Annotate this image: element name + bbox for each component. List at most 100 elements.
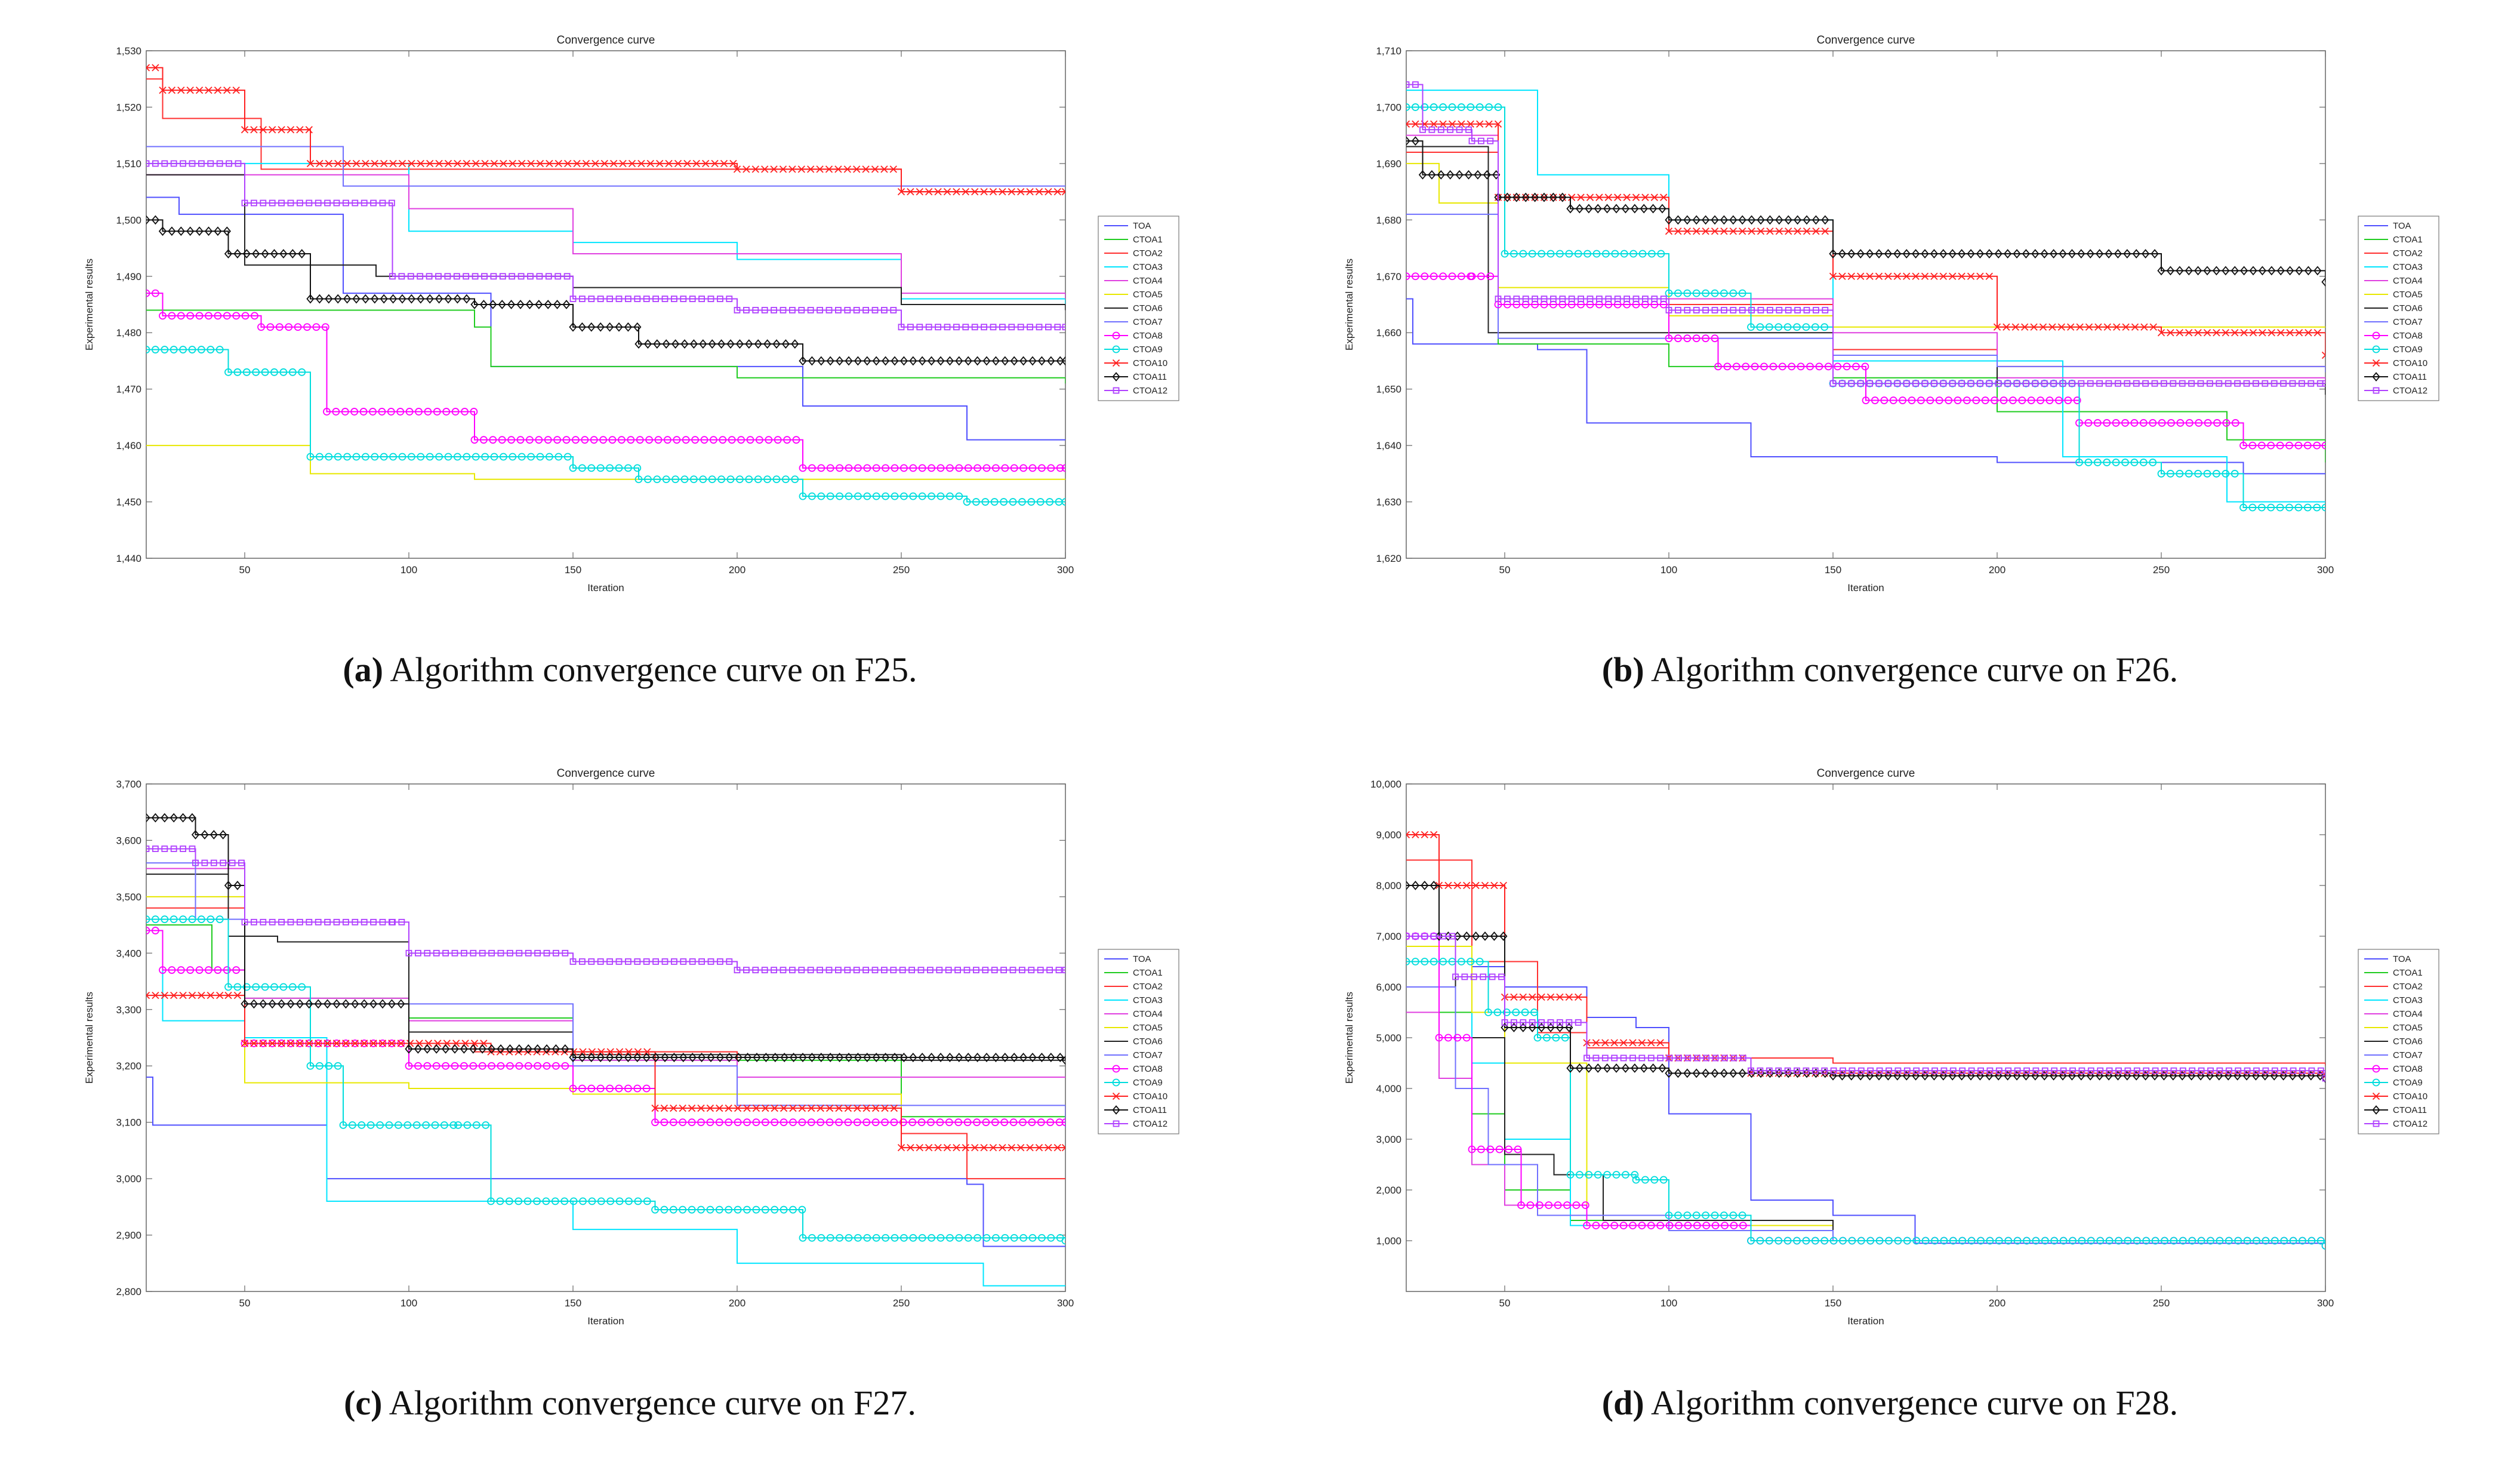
series-marker <box>587 464 596 472</box>
series-marker <box>636 436 644 444</box>
series-marker <box>862 1104 870 1112</box>
series-marker <box>789 1205 797 1214</box>
series-marker <box>1465 126 1472 133</box>
legend-item-toa: TOA <box>1104 954 1151 964</box>
series-marker <box>1766 1067 1773 1074</box>
series-marker <box>656 159 664 168</box>
series-marker <box>782 475 790 484</box>
series-marker <box>2023 1067 2030 1074</box>
series-marker <box>2094 323 2102 331</box>
series-marker <box>707 1053 715 1062</box>
series-marker <box>161 346 169 353</box>
series-marker <box>1411 958 1419 965</box>
series-marker <box>2216 1067 2223 1074</box>
series-marker <box>333 918 340 925</box>
series-marker <box>862 165 870 173</box>
series-marker <box>288 983 297 991</box>
series-marker <box>233 881 242 890</box>
series-marker <box>241 999 249 1009</box>
series-marker <box>1675 307 1681 313</box>
legend-label: CTOA4 <box>2393 276 2423 286</box>
series-marker <box>642 1084 651 1093</box>
series-marker <box>1611 250 1619 258</box>
series-marker <box>332 1039 341 1047</box>
series-marker <box>469 1062 477 1070</box>
series-marker <box>159 86 167 94</box>
series-marker <box>388 1039 396 1047</box>
series-marker <box>597 296 604 302</box>
series-marker <box>862 967 869 974</box>
series-marker <box>891 492 899 500</box>
series-marker <box>151 813 160 823</box>
series-marker <box>500 453 507 461</box>
series-marker <box>1061 1055 1065 1065</box>
series-line <box>146 445 1065 480</box>
series-marker <box>260 199 267 207</box>
series-marker <box>2288 1071 2297 1081</box>
y-tick-label: 1,710 <box>1376 45 1401 57</box>
series-marker <box>735 339 744 349</box>
series-marker <box>946 492 954 500</box>
series-marker <box>515 1197 523 1205</box>
series-marker <box>734 967 741 974</box>
series-marker <box>370 918 377 925</box>
series-marker <box>1457 103 1465 111</box>
series-marker <box>279 983 288 991</box>
series-marker <box>779 165 787 173</box>
series-marker <box>170 915 178 924</box>
series-marker <box>881 1118 889 1127</box>
series-marker <box>1000 498 1008 506</box>
series-marker <box>1829 272 1837 280</box>
series-marker <box>323 408 331 416</box>
series-marker <box>1739 227 1746 235</box>
chart-title: Convergence curve <box>557 34 655 47</box>
legend-label: CTOA5 <box>1133 1023 1163 1033</box>
series-marker <box>334 159 342 168</box>
series-marker <box>2231 329 2239 337</box>
series-marker <box>252 249 260 259</box>
series-marker <box>296 199 303 207</box>
series-marker <box>1757 307 1764 313</box>
series-marker <box>817 1104 824 1112</box>
series-marker <box>854 1053 862 1062</box>
series-marker <box>2087 1237 2095 1245</box>
series-marker <box>534 949 541 957</box>
series-marker <box>1862 396 1870 404</box>
series-marker <box>733 165 741 173</box>
series-marker <box>872 356 880 366</box>
series-marker <box>1815 362 1823 371</box>
series-marker <box>2078 380 2085 387</box>
series-marker <box>608 436 617 444</box>
series-marker <box>2023 1237 2031 1245</box>
series-marker <box>266 323 275 331</box>
series-line <box>146 862 1065 1128</box>
x-tick-label: 50 <box>239 564 251 576</box>
series-marker <box>670 1053 679 1062</box>
series-marker <box>669 1205 677 1214</box>
x-tick-label: 150 <box>1825 1297 1841 1309</box>
series-marker <box>1693 1222 1701 1229</box>
legend-item-ctoa10: CTOA10 <box>1104 1091 1167 1102</box>
series-marker <box>405 1044 413 1054</box>
series-marker <box>725 1104 732 1112</box>
series-marker <box>2149 323 2157 331</box>
series-marker <box>1638 1039 1646 1047</box>
series-marker <box>661 958 668 965</box>
series-marker <box>407 294 416 304</box>
series-marker <box>1547 1019 1554 1026</box>
convergence-chart-f25: Convergence curve1,4401,4501,4601,4701,4… <box>84 34 1179 593</box>
series-marker <box>479 300 488 309</box>
series-marker <box>578 322 587 332</box>
series-marker <box>1430 881 1438 890</box>
series-ctoa3 <box>1406 90 2325 503</box>
series-marker <box>872 1053 880 1062</box>
series-marker <box>2189 1067 2196 1074</box>
series-marker <box>792 436 800 444</box>
series-marker <box>798 1104 806 1112</box>
legend-item-ctoa1: CTOA1 <box>2364 235 2423 245</box>
series-marker <box>2124 1237 2132 1245</box>
series-marker <box>146 915 150 924</box>
series-marker <box>1448 120 1456 128</box>
series-marker <box>146 992 150 999</box>
series-marker <box>1945 396 1952 404</box>
